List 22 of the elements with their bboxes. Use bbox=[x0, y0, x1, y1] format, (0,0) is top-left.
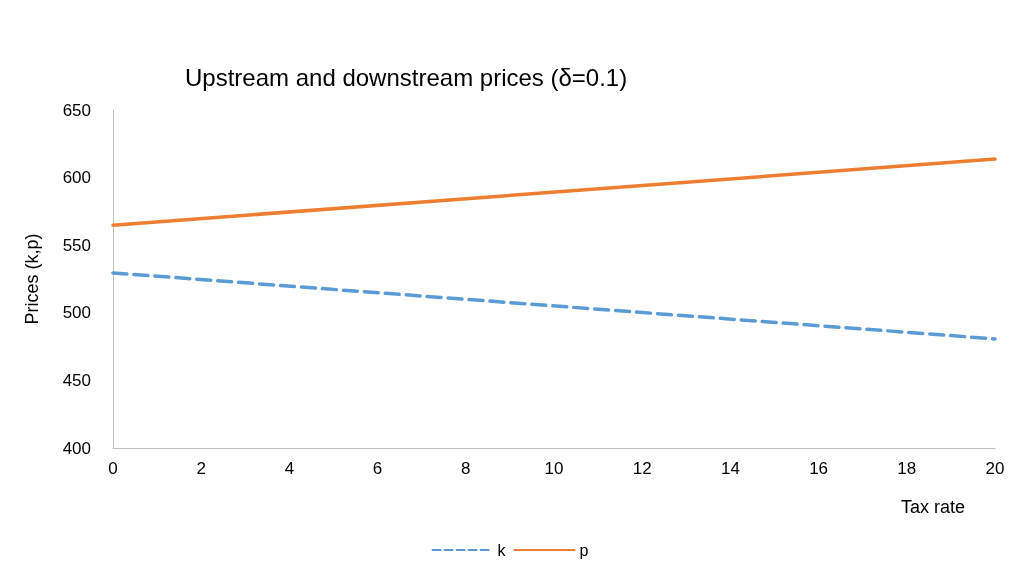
y-tick-label: 600 bbox=[62, 168, 91, 188]
y-tick-label: 550 bbox=[62, 235, 91, 255]
x-tick-label: 18 bbox=[897, 459, 917, 478]
y-tick-label: 400 bbox=[62, 438, 91, 458]
x-tick-label: 16 bbox=[809, 459, 829, 478]
x-tick-label: 12 bbox=[632, 459, 652, 478]
y-tick-label: 650 bbox=[62, 100, 91, 120]
x-axis-title: Tax rate bbox=[900, 497, 965, 517]
y-tick-label: 450 bbox=[62, 370, 91, 390]
x-tick-label: 4 bbox=[284, 459, 295, 478]
x-tick-label: 8 bbox=[461, 459, 471, 478]
chart-title: Upstream and downstream prices (δ=0.1) bbox=[185, 63, 628, 91]
y-tick-label: 500 bbox=[62, 303, 91, 323]
x-tick-label: 20 bbox=[985, 459, 1005, 478]
x-tick-label: 10 bbox=[544, 459, 564, 478]
legend-label: k bbox=[497, 541, 507, 559]
legend-label: p bbox=[579, 541, 589, 559]
y-axis-title: Prices (k,p) bbox=[22, 233, 42, 325]
x-tick-label: 14 bbox=[720, 459, 740, 478]
x-tick-label: 6 bbox=[372, 459, 383, 478]
x-tick-label: 2 bbox=[196, 459, 206, 478]
x-tick-label: 0 bbox=[108, 459, 118, 478]
